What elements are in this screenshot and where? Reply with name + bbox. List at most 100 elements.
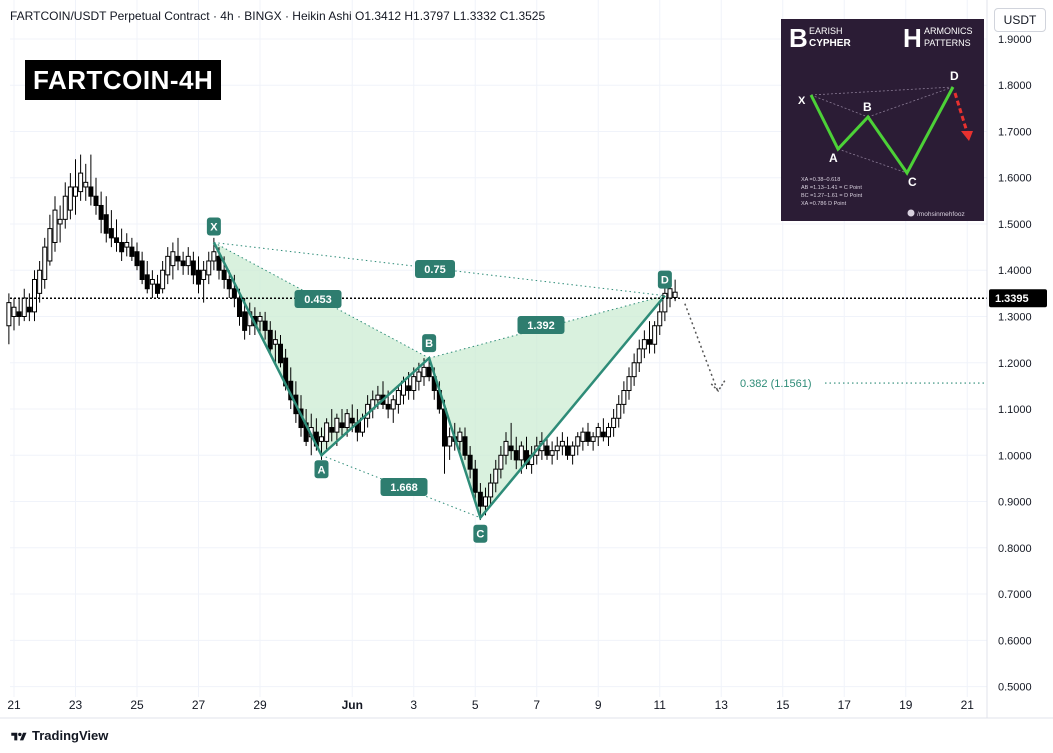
- candle-body-down: [329, 427, 335, 433]
- candle-body-down: [16, 311, 22, 317]
- candle: [472, 459, 478, 502]
- point-label-a: A: [318, 464, 326, 476]
- candle-body-down: [129, 246, 135, 257]
- inset-graphic: B EARISH CYPHER H ARMONICS PATTERNS X A …: [781, 19, 984, 221]
- candle-body-up: [631, 362, 637, 378]
- currency-button[interactable]: USDT: [994, 8, 1046, 32]
- axes: 1.9000 1.8000 1.7000 1.6000 1.5000 1.4000 1.30…: [0, 0, 1053, 719]
- candle-body-up: [47, 228, 53, 262]
- title-badge: FARTCOIN-4H: [25, 60, 222, 100]
- candle: [11, 297, 17, 331]
- candle: [513, 436, 519, 470]
- candle: [662, 284, 668, 322]
- x-tick-label: Jun: [342, 698, 363, 712]
- inset-left-l2: CYPHER: [809, 38, 851, 49]
- candle: [462, 427, 468, 460]
- candle: [26, 293, 32, 322]
- candle-body-up: [416, 371, 422, 382]
- ratio-label-box: [294, 290, 342, 308]
- candle-body-down: [267, 329, 273, 350]
- candle-body-down: [134, 251, 140, 267]
- candle-body-up: [626, 376, 632, 392]
- x-tick-label: 23: [69, 698, 83, 712]
- candle-body-up: [206, 260, 212, 276]
- harmonic-pattern-line: [212, 241, 666, 521]
- y-tick-label: 1.6000: [998, 173, 1032, 185]
- candle: [575, 432, 581, 456]
- candle: [559, 432, 565, 456]
- candle-body-down: [93, 195, 99, 206]
- x-tick-label: 15: [776, 698, 790, 712]
- candle-body-down: [114, 237, 119, 243]
- candle-body-down: [98, 204, 104, 220]
- candle: [149, 270, 155, 298]
- candle-body-up: [518, 445, 524, 461]
- candle-body-down: [524, 450, 529, 466]
- candle-body-up: [395, 390, 401, 405]
- candle: [652, 321, 658, 354]
- candle: [124, 233, 130, 257]
- candle: [262, 311, 268, 340]
- candle: [595, 422, 601, 447]
- candle-body-up: [319, 436, 324, 442]
- candle-body-up: [636, 348, 642, 364]
- candle-body-up: [621, 390, 627, 405]
- y-tick-label: 1.3000: [998, 312, 1032, 324]
- candle-body-down: [647, 339, 652, 345]
- leg-xd-dashed: [213, 241, 665, 297]
- candle: [129, 237, 135, 261]
- candle: [88, 154, 94, 206]
- candle: [467, 446, 473, 479]
- pattern-overlay: 0.382 (1.1561) 1.3395 X A B C D 0.75 0.453 1.392 1…: [10, 217, 1047, 543]
- candle: [155, 274, 160, 298]
- candle: [114, 219, 119, 252]
- candle-body-down: [600, 431, 606, 438]
- candle: [324, 418, 330, 451]
- leg-ac-dashed: [321, 454, 481, 519]
- symbol-header: FARTCOIN/USDT Perpetual Contract · 4h · …: [10, 9, 546, 23]
- candle: [339, 409, 345, 437]
- candle: [62, 182, 68, 229]
- x-tick-label: 7: [533, 698, 540, 712]
- candle-body-down: [190, 260, 196, 276]
- candle-body-up: [503, 440, 509, 456]
- candle-body-up: [185, 255, 191, 267]
- candle: [134, 242, 140, 271]
- candle-body-up: [170, 251, 176, 267]
- candle: [621, 381, 627, 414]
- candle-body-up: [344, 413, 350, 429]
- candle-body-up: [590, 436, 596, 442]
- candle-body-down: [278, 343, 283, 364]
- candle-body-down: [513, 450, 519, 461]
- ratio-label: 1.392: [527, 320, 555, 332]
- candle-body-down: [349, 417, 355, 424]
- candle-body-down: [26, 306, 32, 313]
- candle-body-up: [324, 422, 330, 442]
- candle: [395, 385, 401, 414]
- candle-body-up: [657, 311, 663, 327]
- candle-body-up: [83, 181, 89, 188]
- candle-body-down: [242, 311, 248, 331]
- y-tick-label: 1.8000: [998, 80, 1032, 92]
- candle-body-up: [62, 195, 68, 220]
- candle-body-up: [662, 292, 668, 313]
- candle-body-up: [73, 186, 78, 197]
- candle-body-down: [196, 269, 201, 285]
- candle-body-up: [6, 302, 12, 327]
- candle-body-down: [442, 408, 447, 447]
- candle: [47, 214, 53, 266]
- projection-path: [684, 303, 718, 391]
- candle-body-up: [421, 366, 427, 378]
- x-tick-label: 21: [7, 698, 21, 712]
- tradingview-logo[interactable]: TradingView: [10, 728, 108, 743]
- candle: [103, 196, 109, 243]
- candle: [6, 293, 12, 345]
- candle-body-down: [477, 491, 483, 507]
- inset-handle: /mohsinmehfooz: [917, 211, 965, 218]
- candle: [119, 228, 125, 261]
- last-price-badge: [989, 289, 1047, 308]
- candle: [447, 427, 453, 460]
- candle-body-down: [237, 297, 242, 318]
- candle: [570, 441, 576, 465]
- candle-body-up: [575, 436, 581, 447]
